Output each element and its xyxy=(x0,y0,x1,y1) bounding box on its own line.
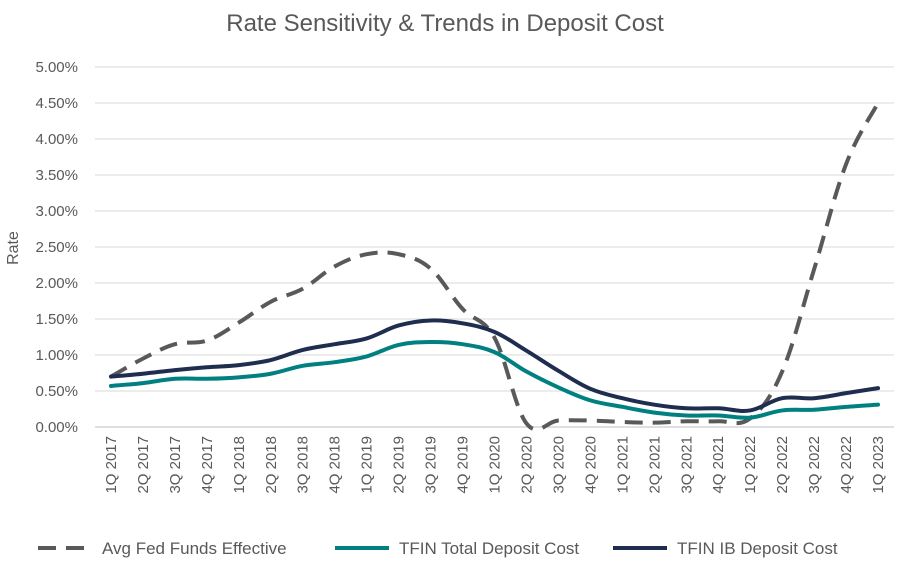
y-tick-label: 2.50% xyxy=(35,239,78,256)
x-tick-label: 4Q 2018 xyxy=(327,436,344,494)
series-line-0 xyxy=(109,102,880,432)
x-axis-ticks: 1Q 2017 2Q 2017 3Q 2017 4Q 2017 1Q 2018 2Q 20… xyxy=(103,436,887,494)
x-tick-label: 1Q 2023 xyxy=(870,436,887,494)
x-tick-label: 2Q 2021 xyxy=(646,436,663,494)
x-tick-label: 2Q 2019 xyxy=(391,436,408,494)
x-tick-label: 4Q 2020 xyxy=(582,436,599,494)
y-tick-label: 5.00% xyxy=(35,59,78,76)
x-tick-label: 3Q 2022 xyxy=(806,436,823,494)
y-axis-label: Rate xyxy=(5,231,22,265)
x-tick-label: 1Q 2019 xyxy=(359,436,376,494)
y-tick-label: 4.00% xyxy=(35,131,78,148)
y-tick-label: 4.50% xyxy=(35,95,78,112)
x-tick-label: 1Q 2017 xyxy=(103,436,120,494)
legend: Avg Fed Funds Effective TFIN Total Deposi… xyxy=(38,539,838,558)
x-tick-label: 3Q 2021 xyxy=(678,436,695,494)
y-tick-label: 3.00% xyxy=(35,203,78,220)
y-tick-label: 1.50% xyxy=(35,311,78,328)
x-tick-label: 1Q 2021 xyxy=(614,436,631,494)
x-tick-label: 2Q 2017 xyxy=(135,436,152,494)
x-tick-label: 2Q 2022 xyxy=(774,436,791,494)
x-tick-label: 1Q 2020 xyxy=(487,436,504,494)
series-lines xyxy=(108,102,881,432)
gridlines xyxy=(95,66,894,428)
x-tick-label: 1Q 2022 xyxy=(742,436,759,494)
chart-title: Rate Sensitivity & Trends in Deposit Cos… xyxy=(226,10,664,37)
x-tick-label: 4Q 2019 xyxy=(455,436,472,494)
y-tick-label: 3.50% xyxy=(35,167,78,184)
y-tick-label: 1.00% xyxy=(35,347,78,364)
series-line-2 xyxy=(108,318,881,413)
y-tick-label: 2.00% xyxy=(35,275,78,292)
y-tick-label: 0.50% xyxy=(35,383,78,400)
legend-label: TFIN Total Deposit Cost xyxy=(399,539,579,558)
x-tick-label: 3Q 2018 xyxy=(295,436,312,494)
y-tick-label: 0.00% xyxy=(35,419,78,436)
legend-label: Avg Fed Funds Effective xyxy=(102,539,287,558)
x-tick-label: 3Q 2020 xyxy=(550,436,567,494)
x-tick-label: 1Q 2018 xyxy=(231,436,248,494)
x-tick-label: 2Q 2018 xyxy=(263,436,280,494)
x-tick-label: 4Q 2022 xyxy=(838,436,855,494)
x-tick-label: 3Q 2017 xyxy=(167,436,184,494)
x-tick-label: 4Q 2017 xyxy=(199,436,216,494)
legend-label: TFIN IB Deposit Cost xyxy=(677,539,838,558)
y-axis-ticks: 0.00% 0.50% 1.00% 1.50% 2.00% 2.50% 3.00% 3.50%… xyxy=(35,59,78,436)
x-tick-label: 2Q 2020 xyxy=(518,436,535,494)
x-tick-label: 4Q 2021 xyxy=(710,436,727,494)
x-tick-label: 3Q 2019 xyxy=(423,436,440,494)
series-line-1 xyxy=(108,340,881,420)
